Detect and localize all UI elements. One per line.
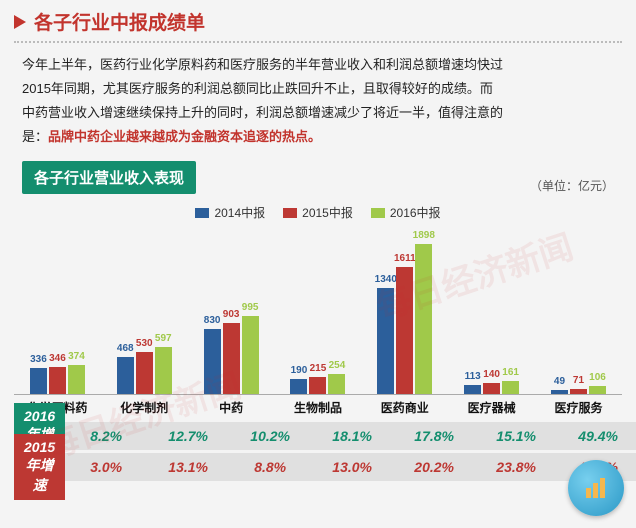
chart-subtitle: 各子行业营业收入表现 xyxy=(22,161,196,194)
chart-category: 190215254 xyxy=(277,244,359,394)
growth-value: 49.4% xyxy=(557,428,636,444)
growth-value: 3.0% xyxy=(65,459,147,475)
chart-category: 336346374 xyxy=(16,244,98,394)
chart-unit: （单位：亿元） xyxy=(530,177,614,194)
bar: 254 xyxy=(328,374,345,394)
chart-icon xyxy=(568,460,624,516)
growth-value: 15.1% xyxy=(475,428,557,444)
triangle-right-icon xyxy=(14,15,26,29)
category-label: 化学制剂 xyxy=(103,399,185,416)
bar-value: 903 xyxy=(223,309,240,320)
chart-legend: 2014中报 2015中报 2016中报 xyxy=(0,204,636,221)
chart-category: 4971106 xyxy=(537,244,619,394)
legend-label: 2014中报 xyxy=(214,204,265,221)
growth-value: 8.8% xyxy=(229,459,311,475)
bar: 1340 xyxy=(377,288,394,394)
category-labels: 化学原料药化学制剂中药生物制品医药商业医疗器械医疗服务 xyxy=(14,399,622,416)
bar: 468 xyxy=(117,357,134,394)
growth-row-2016: 2016年增速 8.2%12.7%10.2%18.1%17.8%15.1%49.… xyxy=(14,422,622,450)
bar-value: 215 xyxy=(310,363,327,374)
bar-chart: 3363463744685305978309039951902152541340… xyxy=(14,225,622,395)
bar: 161 xyxy=(502,381,519,394)
bar: 215 xyxy=(309,377,326,394)
growth-value: 20.2% xyxy=(393,459,475,475)
legend-item: 2014中报 xyxy=(195,204,265,221)
growth-value: 18.1% xyxy=(311,428,393,444)
divider-dotted xyxy=(14,41,622,43)
bar-value: 597 xyxy=(155,333,172,344)
bar: 597 xyxy=(155,347,172,394)
bar: 1611 xyxy=(396,267,413,394)
bar: 49 xyxy=(551,390,568,394)
chart-category: 468530597 xyxy=(103,244,185,394)
category-label: 医疗器械 xyxy=(451,399,533,416)
bar: 336 xyxy=(30,368,47,395)
chart-category: 830903995 xyxy=(190,244,272,394)
bar-value: 71 xyxy=(573,375,584,386)
growth-cells-2016: 8.2%12.7%10.2%18.1%17.8%15.1%49.4% xyxy=(65,422,636,450)
intro-line: 是： xyxy=(22,129,48,144)
intro-line: 中药营业收入增速继续保持上升的同时，利润总额增速减少了将近一半，值得注意的 xyxy=(22,105,503,120)
growth-value: 23.8% xyxy=(475,459,557,475)
category-label: 中药 xyxy=(190,399,272,416)
bar-value: 336 xyxy=(30,354,47,365)
intro-text: 今年上半年，医药行业化学原料药和医疗服务的半年营业收入和利润总额增速均快过 20… xyxy=(0,53,636,149)
bar-value: 468 xyxy=(117,343,134,354)
legend-swatch xyxy=(195,208,209,218)
bar: 830 xyxy=(204,329,221,395)
bar: 374 xyxy=(68,365,85,395)
bar-value: 346 xyxy=(49,353,66,364)
growth-cells-2015: 3.0%13.1%8.8%13.0%20.2%23.8%46.5% xyxy=(65,453,636,481)
legend-swatch xyxy=(371,208,385,218)
subtitle-row: 各子行业营业收入表现 （单位：亿元） xyxy=(0,149,636,198)
bar-value: 190 xyxy=(291,365,308,376)
bar: 140 xyxy=(483,383,500,394)
growth-value: 10.2% xyxy=(229,428,311,444)
page-title: 各子行业中报成绩单 xyxy=(34,8,205,35)
growth-value: 13.0% xyxy=(311,459,393,475)
growth-row-2015: 2015年增速 3.0%13.1%8.8%13.0%20.2%23.8%46.5… xyxy=(14,453,622,481)
bar-value: 113 xyxy=(465,371,481,382)
bar: 530 xyxy=(136,352,153,394)
category-label: 医药商业 xyxy=(364,399,446,416)
growth-badge-2015: 2015年增速 xyxy=(14,434,65,500)
bar-value: 254 xyxy=(329,360,346,371)
legend-item: 2015中报 xyxy=(283,204,353,221)
bar: 113 xyxy=(464,385,481,394)
legend-item: 2016中报 xyxy=(371,204,441,221)
bar: 1898 xyxy=(415,244,432,394)
legend-label: 2016中报 xyxy=(390,204,441,221)
category-label: 生物制品 xyxy=(277,399,359,416)
bar-value: 49 xyxy=(554,376,565,387)
growth-value: 17.8% xyxy=(393,428,475,444)
category-label: 医疗服务 xyxy=(537,399,619,416)
chart-category: 113140161 xyxy=(451,244,533,394)
bar: 106 xyxy=(589,386,606,394)
bar: 190 xyxy=(290,379,307,394)
bar-value: 1340 xyxy=(375,274,397,285)
bar-value: 374 xyxy=(68,351,85,362)
chart-category: 134016111898 xyxy=(364,244,446,394)
bar: 903 xyxy=(223,323,240,394)
intro-line: 今年上半年，医药行业化学原料药和医疗服务的半年营业收入和利润总额增速均快过 xyxy=(22,57,503,72)
bar-value: 140 xyxy=(483,369,500,380)
bar-value: 830 xyxy=(204,315,221,326)
header: 各子行业中报成绩单 xyxy=(0,0,636,41)
legend-label: 2015中报 xyxy=(302,204,353,221)
bar-value: 106 xyxy=(589,372,606,383)
growth-value: 8.2% xyxy=(65,428,147,444)
bar-value: 161 xyxy=(502,367,519,378)
intro-highlight: 品牌中药企业越来越成为金融资本追逐的热点。 xyxy=(48,129,321,144)
growth-value: 12.7% xyxy=(147,428,229,444)
legend-swatch xyxy=(283,208,297,218)
intro-line: 2015年同期，尤其医疗服务的利润总额同比止跌回升不止，且取得较好的成绩。而 xyxy=(22,81,493,96)
bar-value: 530 xyxy=(136,338,153,349)
growth-value: 13.1% xyxy=(147,459,229,475)
bar: 995 xyxy=(242,316,259,395)
bar-value: 1898 xyxy=(413,230,435,241)
bar-value: 995 xyxy=(242,302,259,313)
bar-value: 1611 xyxy=(394,253,416,264)
bar: 71 xyxy=(570,389,587,395)
bar: 346 xyxy=(49,367,66,394)
